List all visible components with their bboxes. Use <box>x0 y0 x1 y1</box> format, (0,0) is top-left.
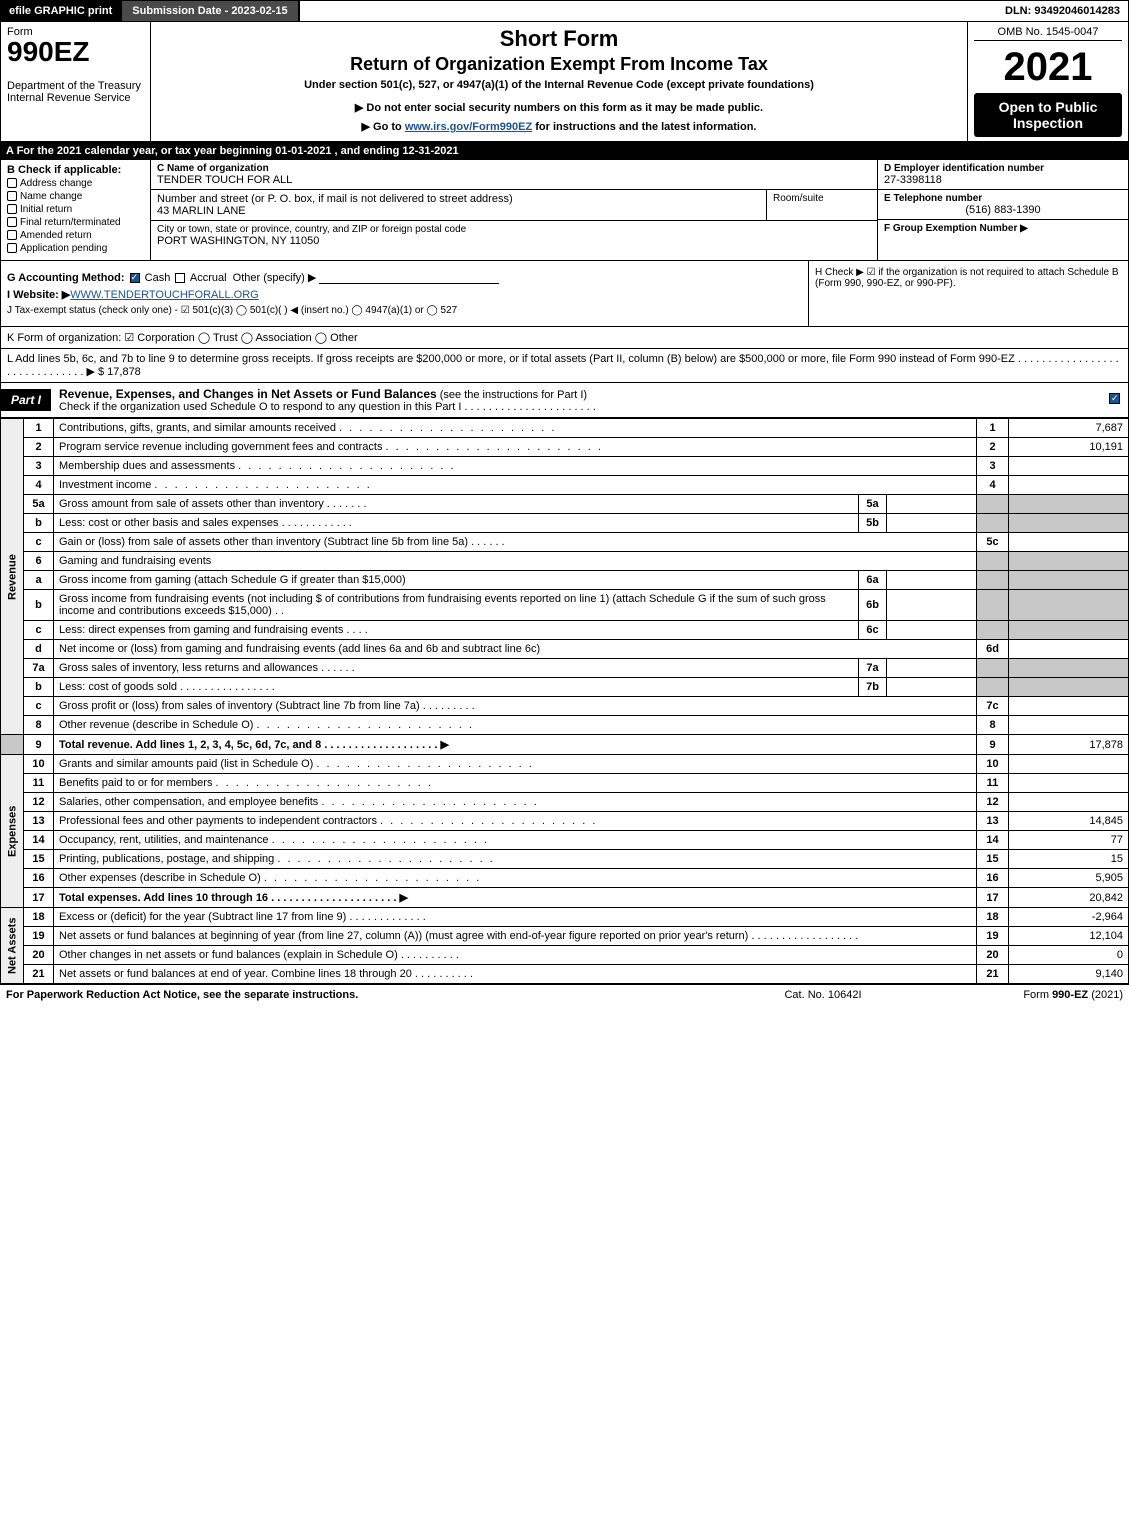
revenue-side: Revenue <box>1 419 24 735</box>
form-number: 990EZ <box>7 38 144 66</box>
section-l: L Add lines 5b, 6c, and 7b to line 9 to … <box>0 349 1129 383</box>
part1-header: Part I Revenue, Expenses, and Changes in… <box>0 383 1129 418</box>
page-footer: For Paperwork Reduction Act Notice, see … <box>0 984 1129 1005</box>
goto-line: ▶ Go to www.irs.gov/Form990EZ for instru… <box>159 120 959 133</box>
section-h: H Check ▶ ☑ if the organization is not r… <box>808 261 1128 326</box>
chk-accrual[interactable] <box>175 273 185 283</box>
return-title: Return of Organization Exempt From Incom… <box>159 54 959 75</box>
entity-block: B Check if applicable: Address change Na… <box>0 160 1129 261</box>
efile-print[interactable]: efile GRAPHIC print <box>1 1 122 21</box>
expenses-side: Expenses <box>1 755 24 908</box>
subtitle: Under section 501(c), 527, or 4947(a)(1)… <box>159 79 959 91</box>
gross-receipts: 17,878 <box>107 366 141 378</box>
section-gh: G Accounting Method: Cash Accrual Other … <box>0 261 1129 327</box>
line1-amt: 7,687 <box>1009 419 1129 438</box>
chk-final-return[interactable]: Final return/terminated <box>7 217 144 228</box>
part1-table: Revenue 1 Contributions, gifts, grants, … <box>0 418 1129 984</box>
website-link[interactable]: WWW.TENDERTOUCHFORALL.ORG <box>70 289 258 301</box>
section-c: C Name of organization TENDER TOUCH FOR … <box>151 160 878 260</box>
section-a: A For the 2021 calendar year, or tax yea… <box>0 142 1129 160</box>
line9-amt: 17,878 <box>1009 735 1129 755</box>
section-def: D Employer identification number 27-3398… <box>878 160 1128 260</box>
website-line: I Website: ▶WWW.TENDERTOUCHFORALL.ORG <box>7 288 802 301</box>
line15-amt: 15 <box>1009 850 1129 869</box>
line16-amt: 5,905 <box>1009 869 1129 888</box>
chk-name-change[interactable]: Name change <box>7 191 144 202</box>
chk-application-pending[interactable]: Application pending <box>7 243 144 254</box>
line21-amt: 9,140 <box>1009 965 1129 984</box>
chk-initial-return[interactable]: Initial return <box>7 204 144 215</box>
chk-address-change[interactable]: Address change <box>7 178 144 189</box>
tax-year: 2021 <box>974 47 1122 87</box>
form-ref: Form 990-EZ (2021) <box>923 989 1123 1001</box>
section-b: B Check if applicable: Address change Na… <box>1 160 151 260</box>
phone: (516) 883-1390 <box>884 204 1122 216</box>
open-inspection: Open to Public Inspection <box>974 93 1122 137</box>
line19-amt: 12,104 <box>1009 927 1129 946</box>
paperwork-notice: For Paperwork Reduction Act Notice, see … <box>6 989 723 1001</box>
city-state-zip: PORT WASHINGTON, NY 11050 <box>157 235 871 247</box>
part1-schedule-o-chk[interactable] <box>1109 393 1120 404</box>
part1-tab: Part I <box>1 389 51 411</box>
short-form-title: Short Form <box>159 26 959 52</box>
line13-amt: 14,845 <box>1009 812 1129 831</box>
org-name: TENDER TOUCH FOR ALL <box>157 174 871 186</box>
line17-amt: 20,842 <box>1009 888 1129 908</box>
ein: 27-3398118 <box>884 174 942 186</box>
top-bar: efile GRAPHIC print Submission Date - 20… <box>0 0 1129 22</box>
street-address: 43 MARLIN LANE <box>157 205 760 217</box>
group-exemption: F Group Exemption Number ▶ <box>884 223 1028 234</box>
netassets-side: Net Assets <box>1 908 24 984</box>
line14-amt: 77 <box>1009 831 1129 850</box>
dln: DLN: 93492046014283 <box>997 1 1128 21</box>
tax-exempt-status: J Tax-exempt status (check only one) - ☑… <box>7 305 802 316</box>
form-header: Form 990EZ Department of the Treasury In… <box>0 22 1129 142</box>
line2-amt: 10,191 <box>1009 438 1129 457</box>
cat-no: Cat. No. 10642I <box>723 989 923 1001</box>
ssn-warning: ▶ Do not enter social security numbers o… <box>159 101 959 114</box>
dept-treasury: Department of the Treasury Internal Reve… <box>7 80 144 104</box>
omb-number: OMB No. 1545-0047 <box>974 26 1122 41</box>
line20-amt: 0 <box>1009 946 1129 965</box>
section-k: K Form of organization: ☑ Corporation ◯ … <box>0 327 1129 349</box>
chk-cash[interactable] <box>130 273 140 283</box>
room-suite: Room/suite <box>767 190 877 220</box>
submission-date: Submission Date - 2023-02-15 <box>122 1 299 21</box>
accounting-method: G Accounting Method: Cash Accrual Other … <box>7 271 802 284</box>
line18-amt: -2,964 <box>1009 908 1129 927</box>
chk-amended-return[interactable]: Amended return <box>7 230 144 241</box>
irs-link[interactable]: www.irs.gov/Form990EZ <box>405 121 532 133</box>
